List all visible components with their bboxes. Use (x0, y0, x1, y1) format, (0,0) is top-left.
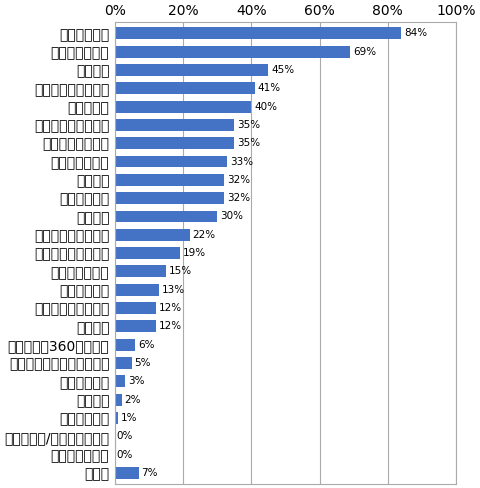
Bar (115, 284, 159, 296)
Bar (115, 265, 166, 277)
Text: 5%: 5% (134, 358, 151, 368)
Bar (115, 321, 156, 332)
Text: 19%: 19% (182, 248, 205, 258)
Bar (115, 82, 255, 94)
Text: 0%: 0% (117, 431, 133, 441)
Text: 12%: 12% (158, 321, 181, 331)
Bar (115, 229, 190, 241)
Bar (115, 412, 118, 424)
Bar (115, 210, 217, 223)
Bar (115, 192, 224, 204)
Text: 35%: 35% (237, 138, 260, 148)
Bar (115, 46, 350, 58)
Text: 41%: 41% (257, 83, 281, 93)
Text: 3%: 3% (128, 376, 144, 386)
Text: 69%: 69% (353, 47, 376, 57)
Text: 45%: 45% (271, 65, 294, 75)
Text: 7%: 7% (142, 468, 158, 478)
Bar (115, 339, 135, 350)
Bar (115, 375, 125, 387)
Bar (115, 119, 234, 131)
Bar (115, 302, 156, 314)
Text: 35%: 35% (237, 120, 260, 130)
Text: 40%: 40% (254, 102, 277, 112)
Bar (115, 137, 234, 149)
Text: 6%: 6% (138, 340, 155, 349)
Text: 1%: 1% (121, 413, 137, 423)
Text: 22%: 22% (192, 230, 216, 240)
Bar (115, 101, 252, 113)
Text: 32%: 32% (227, 175, 250, 185)
Text: 33%: 33% (230, 157, 253, 166)
Bar (115, 467, 139, 479)
Bar (115, 394, 121, 406)
Bar (115, 357, 132, 369)
Text: 2%: 2% (124, 395, 141, 405)
Text: 30%: 30% (220, 211, 243, 222)
Bar (115, 156, 228, 167)
Text: 32%: 32% (227, 193, 250, 203)
Text: 15%: 15% (169, 266, 192, 276)
Text: 0%: 0% (117, 449, 133, 460)
Bar (115, 174, 224, 186)
Text: 12%: 12% (158, 303, 181, 313)
Text: 13%: 13% (162, 285, 185, 295)
Bar (115, 247, 180, 259)
Bar (115, 64, 268, 76)
Text: 84%: 84% (404, 28, 427, 39)
Bar (115, 27, 401, 39)
